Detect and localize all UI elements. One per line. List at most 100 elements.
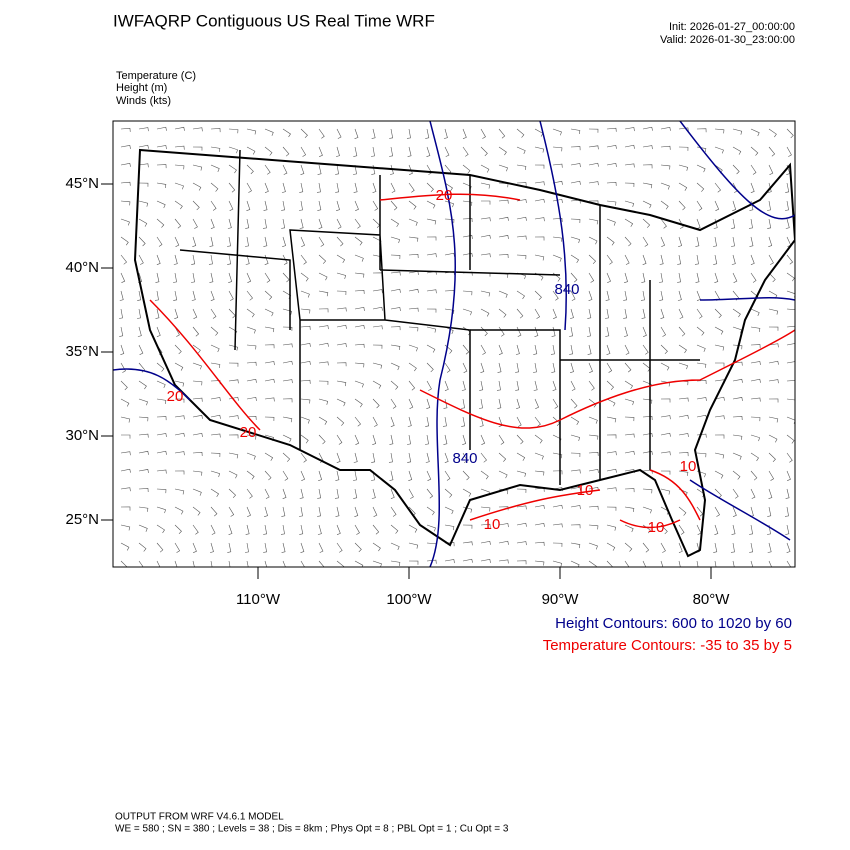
wind-barb (390, 236, 400, 244)
wind-barb (372, 200, 379, 211)
wind-barb (263, 200, 268, 211)
wind-barb (318, 325, 329, 330)
wind-barb (208, 254, 213, 265)
wind-barb (227, 218, 232, 229)
wind-barb (174, 182, 184, 190)
wind-barb (498, 146, 507, 156)
wind-barb (570, 505, 581, 510)
wind-barb (588, 200, 599, 205)
wind-barb (588, 128, 599, 133)
wind-barb (604, 308, 609, 319)
valid-time: Valid: 2026-01-30_23:00:00 (660, 34, 795, 46)
wind-barb (768, 452, 776, 463)
wind-barb (606, 218, 616, 226)
wind-barb (192, 308, 198, 319)
wind-barb (426, 308, 437, 313)
wind-barb (570, 380, 576, 391)
wind-barb (552, 218, 563, 222)
wind-barb (120, 181, 131, 186)
wind-barb (335, 164, 339, 175)
wind-barb (480, 344, 486, 355)
wind-barb (406, 434, 411, 445)
wind-barb (588, 416, 598, 424)
wind-barb (498, 559, 509, 564)
state-borders (179, 149, 700, 485)
wind-barb (498, 164, 508, 172)
wind-barb (678, 127, 689, 132)
wind-barb (750, 182, 755, 193)
wind-barb (624, 272, 628, 283)
wind-barb (120, 127, 131, 132)
wind-barb (192, 506, 201, 516)
wind-barb (155, 308, 160, 319)
wind-barb (209, 542, 214, 553)
wind-barb (352, 164, 357, 175)
wind-barb (300, 560, 305, 567)
wind-barb (156, 488, 167, 494)
wind-barb (516, 235, 527, 240)
wind-barb (372, 560, 382, 567)
wind-barb (353, 182, 358, 193)
wind-barb (408, 542, 419, 549)
wind-barb (678, 397, 689, 402)
wind-barb (210, 506, 218, 517)
wind-barb (516, 254, 527, 260)
wind-barb (245, 218, 250, 229)
wind-barb (192, 218, 198, 229)
wind-barb (318, 308, 329, 313)
wind-barb (570, 290, 576, 301)
wind-barb (498, 506, 509, 511)
wind-barb (642, 326, 647, 337)
wind-barb (768, 308, 779, 315)
wind-barb (336, 307, 347, 312)
wind-barb (444, 182, 453, 192)
wind-barb (246, 396, 257, 401)
wind-barb (282, 236, 286, 247)
wind-barb (192, 236, 197, 247)
wind-barb (570, 469, 581, 474)
wind-barb (299, 488, 304, 499)
wind-barb (336, 343, 347, 348)
contour-label: 10 (680, 458, 697, 475)
wind-barb (174, 344, 182, 355)
wind-barb (534, 236, 545, 241)
wind-barb (336, 416, 345, 426)
wind-barb (732, 308, 741, 318)
wind-barb (606, 254, 613, 265)
wind-barb (138, 127, 149, 132)
wind-barb (318, 254, 327, 264)
wind-barb (336, 452, 341, 463)
wind-barb (354, 416, 361, 427)
wind-barb (408, 182, 415, 193)
contour-label: 840 (452, 450, 477, 467)
wind-barb (516, 146, 526, 155)
wind-barb (282, 343, 293, 348)
wind-barb (408, 164, 413, 175)
wind-barb (732, 560, 735, 567)
wind-barb (462, 164, 471, 174)
wind-barb (280, 524, 285, 535)
wind-barb (588, 542, 598, 550)
wind-barb (228, 344, 239, 351)
wind-barb (120, 254, 127, 265)
wind-barb (462, 235, 473, 240)
wind-barb (750, 146, 759, 156)
wind-barb (192, 560, 195, 567)
contour-label: 10 (484, 516, 501, 533)
wind-barb (516, 182, 527, 187)
wind-barb (786, 308, 795, 310)
wind-barb (695, 272, 700, 283)
wind-barb (138, 469, 149, 473)
wind-barb (426, 362, 434, 373)
wind-barb (120, 398, 130, 407)
wind-barb (480, 146, 488, 157)
wind-barb (479, 380, 484, 391)
height-contours (113, 121, 795, 567)
wind-barb (750, 378, 761, 383)
wind-barb (606, 451, 617, 456)
wind-barb (390, 344, 401, 351)
wind-barb (786, 452, 793, 463)
wind-barb (282, 470, 289, 481)
wind-barb (408, 560, 419, 565)
wind-barb (462, 470, 470, 481)
